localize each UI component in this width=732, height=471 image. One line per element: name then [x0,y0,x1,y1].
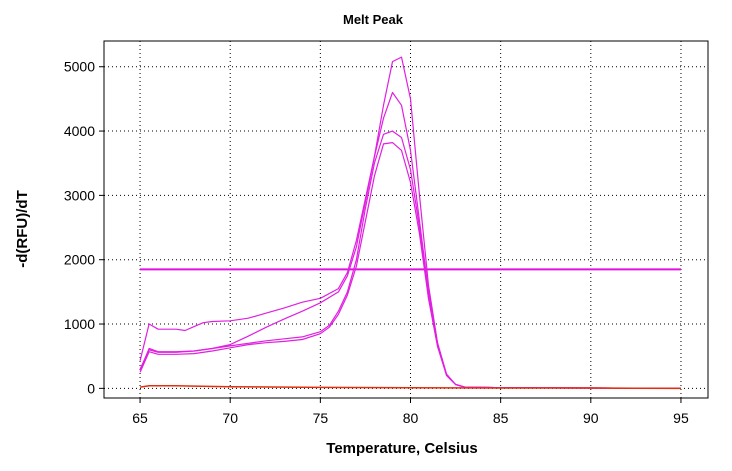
melt-curve-4 [139,142,682,389]
x-tick-label: 95 [673,410,689,426]
y-tick-label: 2000 [64,252,95,268]
x-axis-title: Temperature, Celsius [326,440,477,457]
y-tick-label: 0 [87,380,95,396]
x-tick-label: 75 [313,410,329,426]
y-tick-label: 4000 [64,123,95,139]
x-tick-label: 85 [493,410,509,426]
chart-title: Melt Peak [343,12,404,27]
x-tick-label: 80 [403,410,419,426]
x-tick-label: 70 [222,410,238,426]
background-melt-curve [139,385,682,390]
x-tick-label: 65 [132,410,148,426]
x-tick-label: 90 [583,410,599,426]
melt-curve-2 [139,91,682,389]
y-tick-label: 5000 [64,59,95,75]
melt-curve-1 [139,56,682,389]
y-tick-label: 3000 [64,187,95,203]
plot-frame [103,40,709,399]
y-axis-title: -d(RFU)/dT [14,190,31,267]
y-tick-label: 1000 [64,316,95,332]
